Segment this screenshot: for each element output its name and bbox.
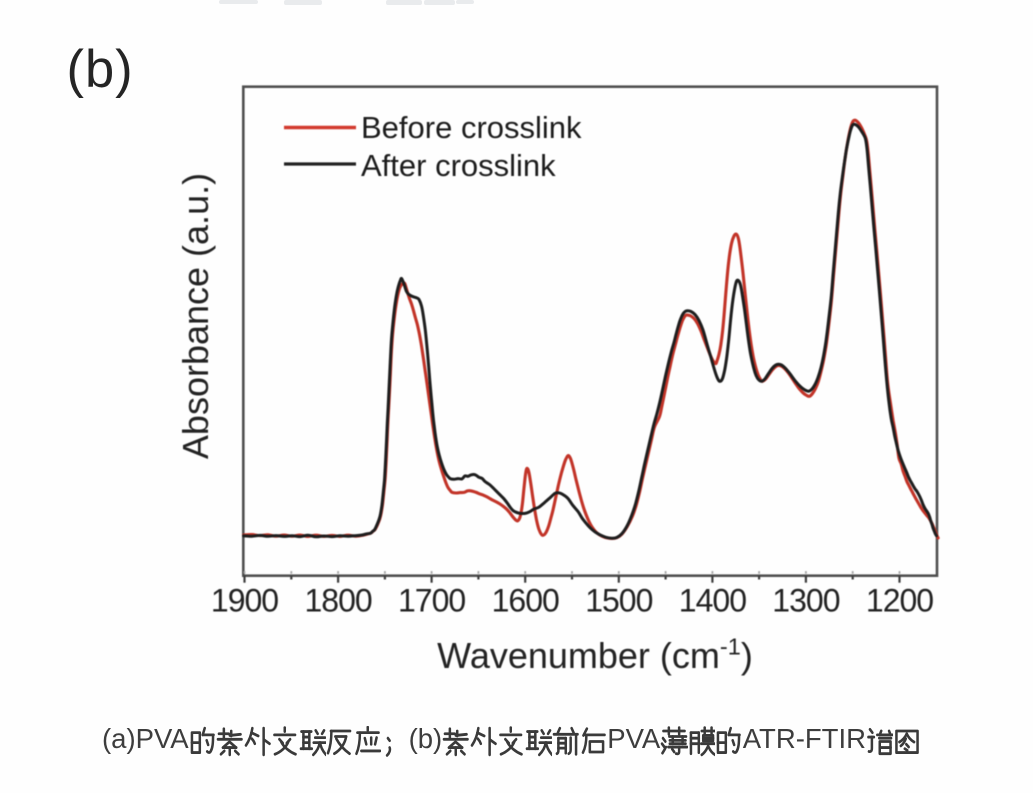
- svg-text:1800: 1800: [305, 583, 372, 619]
- svg-text:1600: 1600: [492, 583, 559, 619]
- svg-text:Before crosslink: Before crosslink: [361, 110, 582, 145]
- svg-text:After crosslink: After crosslink: [361, 148, 556, 183]
- svg-text:Wavenumber (cm-1): Wavenumber (cm-1): [437, 634, 753, 677]
- svg-text:1900: 1900: [211, 583, 278, 619]
- svg-text:Absorbance (a.u.): Absorbance (a.u.): [175, 173, 216, 459]
- svg-text:1500: 1500: [585, 583, 652, 619]
- svg-text:1200: 1200: [866, 583, 933, 619]
- svg-text:1400: 1400: [679, 583, 746, 619]
- svg-text:1700: 1700: [398, 583, 465, 619]
- svg-text:1300: 1300: [772, 583, 839, 619]
